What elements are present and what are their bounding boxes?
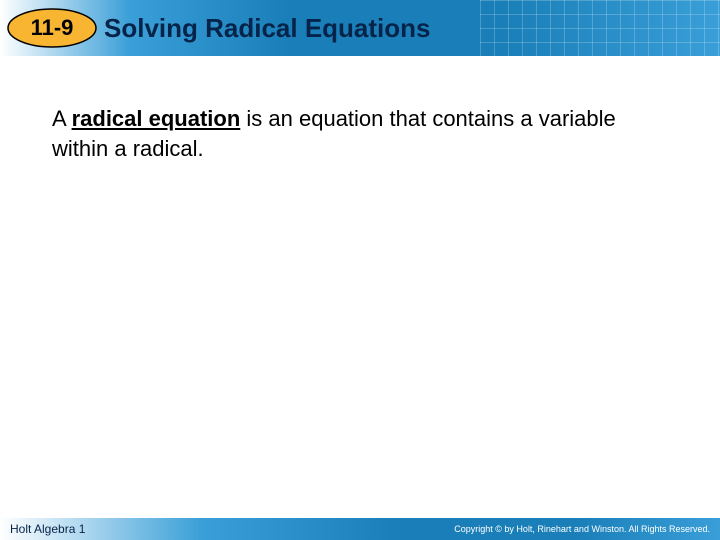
lesson-number: 11-9 — [31, 15, 74, 41]
footer-copyright: Copyright © by Holt, Rinehart and Winsto… — [454, 524, 710, 534]
slide-title: Solving Radical Equations — [104, 13, 431, 44]
header-grid-pattern — [480, 0, 720, 56]
slide-body: A radical equation is an equation that c… — [0, 56, 720, 163]
def-term: radical equation — [72, 106, 241, 131]
slide-footer: Holt Algebra 1 Copyright © by Holt, Rine… — [0, 518, 720, 540]
definition-text: A radical equation is an equation that c… — [52, 104, 668, 163]
def-pre: A — [52, 106, 72, 131]
lesson-badge: 11-9 — [6, 7, 98, 49]
footer-book-title: Holt Algebra 1 — [10, 522, 85, 536]
slide-header: 11-9 Solving Radical Equations — [0, 0, 720, 56]
